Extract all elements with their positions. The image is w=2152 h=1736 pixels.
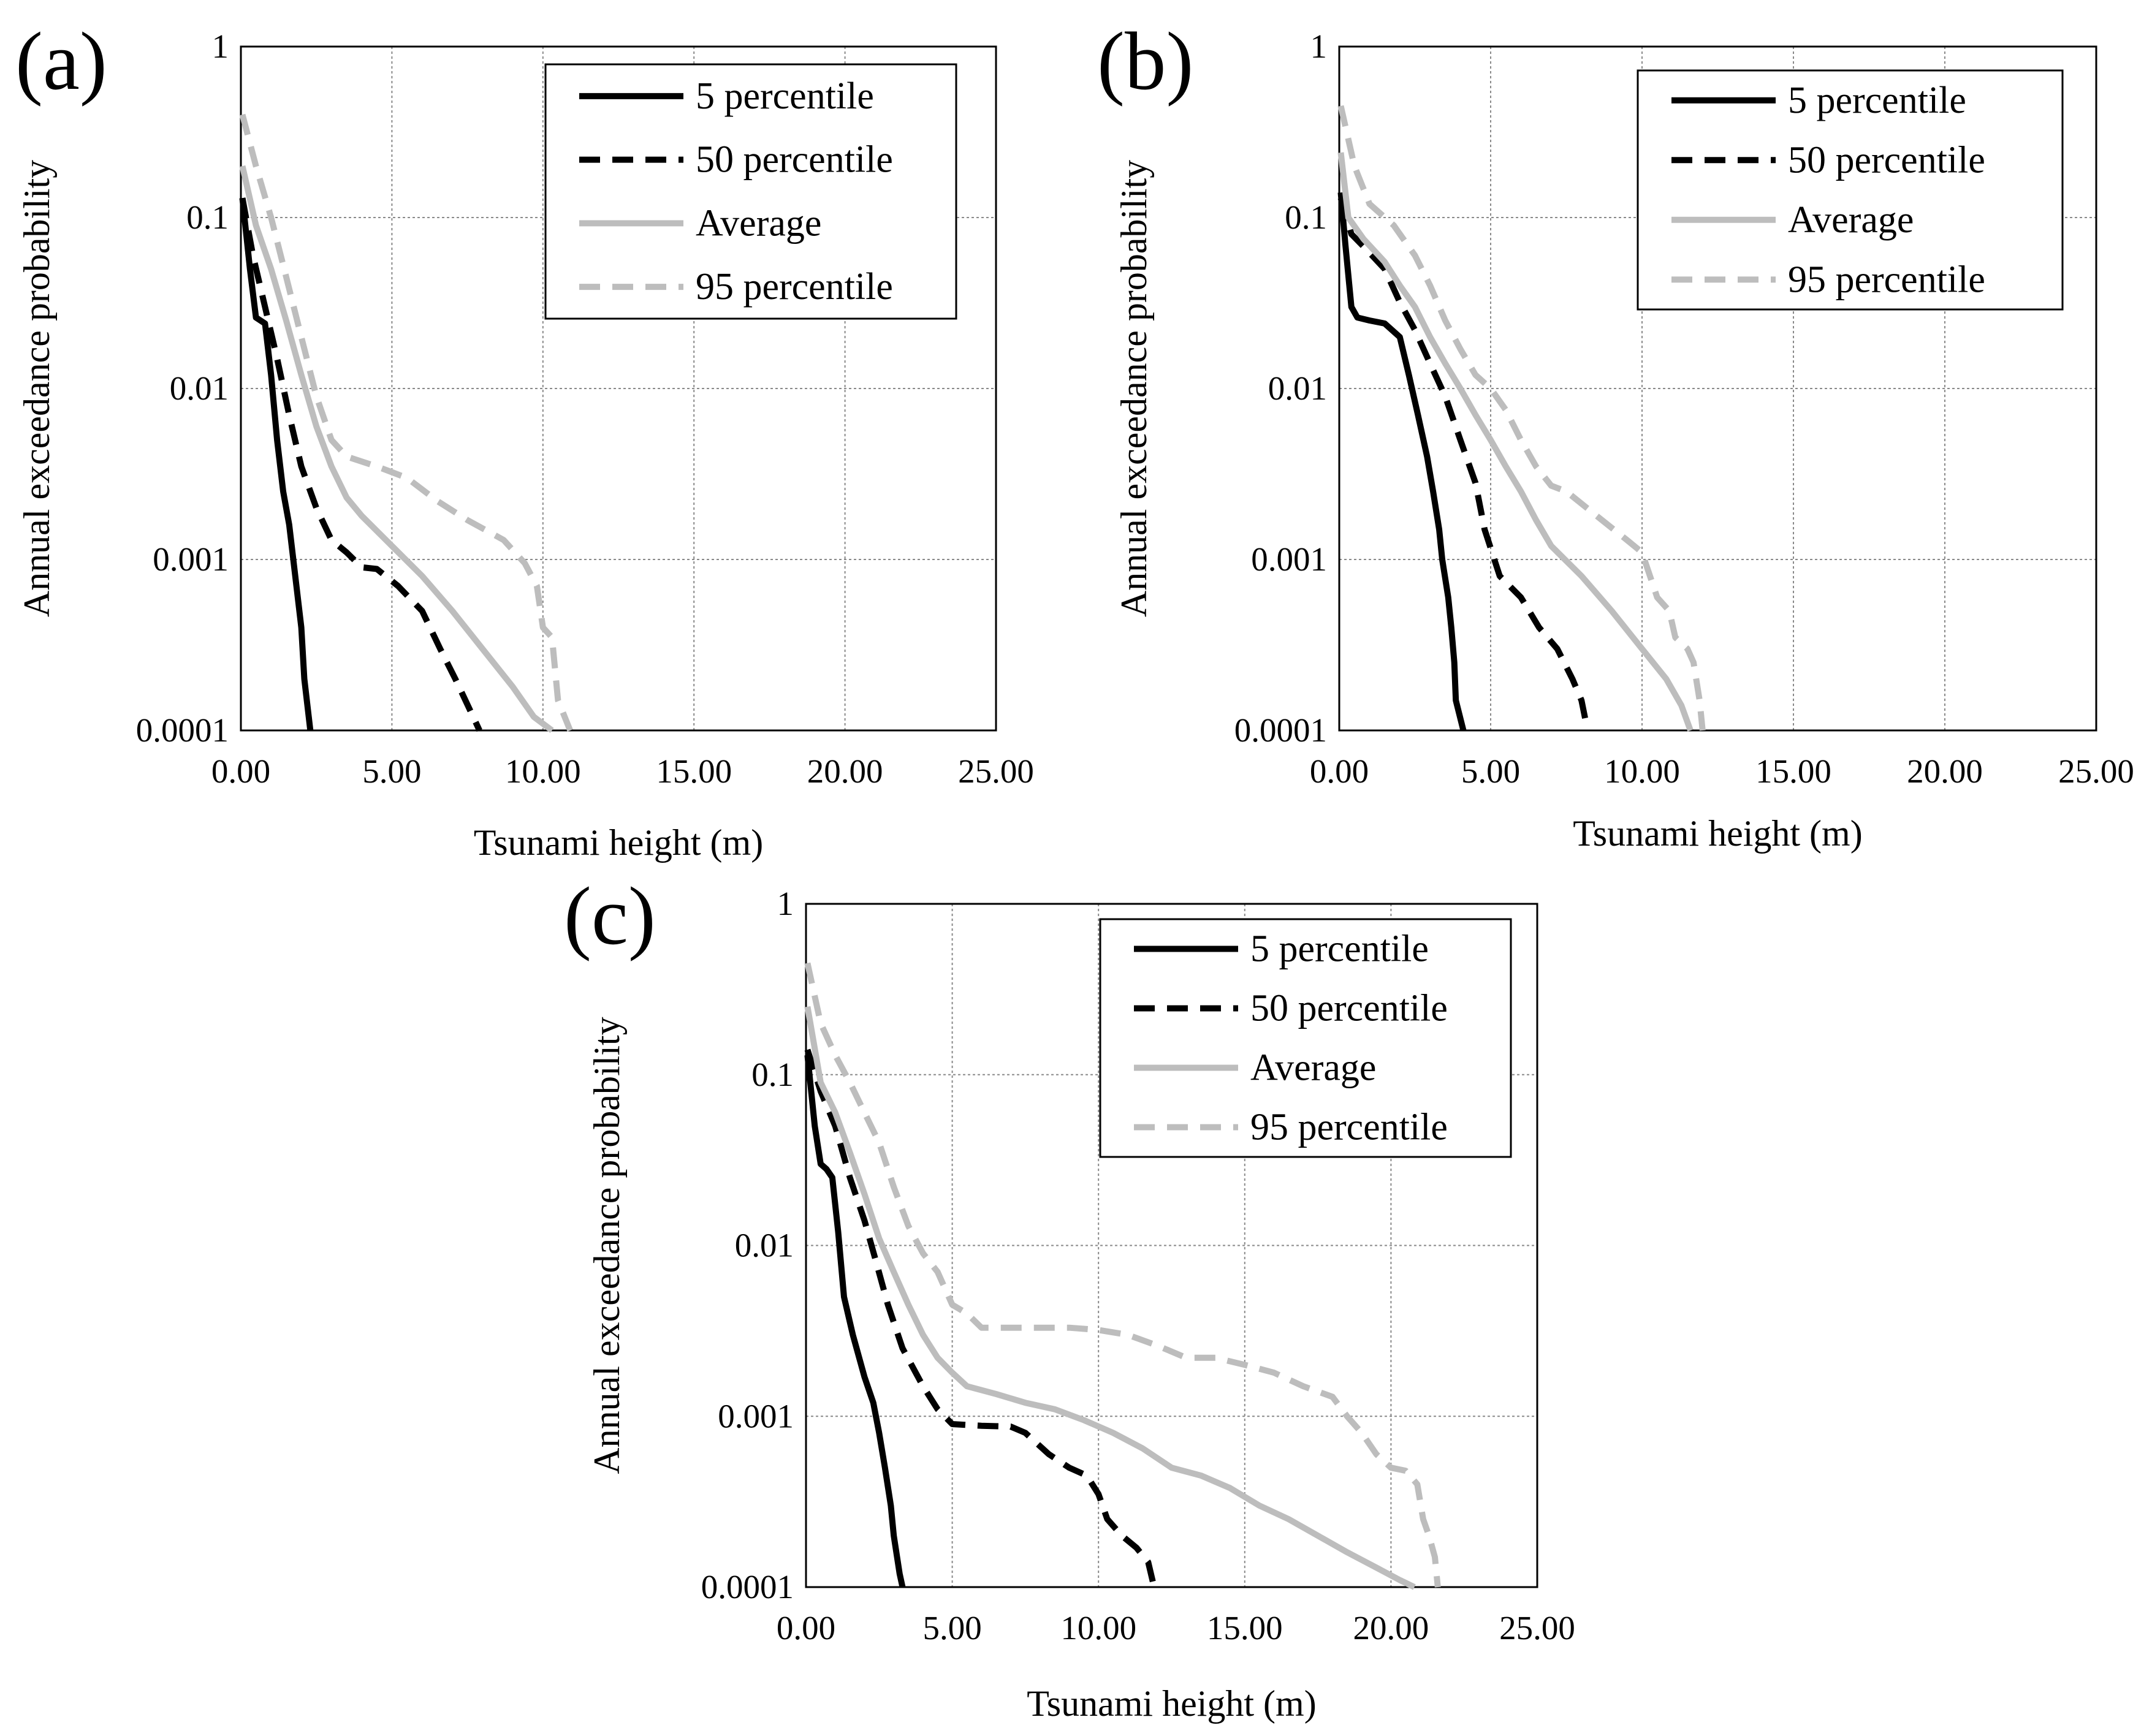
series-line-5-percentile (239, 197, 314, 731)
panel-label: (b) (1097, 16, 1193, 107)
y-tick-label: 0.01 (170, 370, 229, 407)
y-tick-label: 0.01 (1268, 370, 1327, 407)
plot-area-frame (240, 45, 997, 732)
y-tick-label: 0.0001 (1234, 711, 1327, 749)
y-tick-label: 0.01 (735, 1227, 794, 1264)
legend-label: 95 percentile (696, 266, 893, 308)
legend-label: Average (696, 202, 821, 244)
y-tick-label: 0.0001 (136, 711, 229, 749)
series-line-average (239, 165, 554, 733)
x-tick-label: 10.00 (1604, 752, 1680, 790)
plot-area-frame (805, 903, 1538, 1588)
x-tick-label: 5.00 (922, 1609, 981, 1647)
x-tick-label: 20.00 (1353, 1609, 1429, 1647)
legend-label: 50 percentile (696, 139, 893, 181)
y-axis-label: Annual exceedance probability (1114, 160, 1154, 617)
y-tick-label: 0.001 (153, 540, 229, 578)
legend-box (544, 63, 957, 320)
panel-c: 0.00 5.00 10.00 15.00 20.00 25.00 1 0.1 0.01 0.00… (564, 871, 1575, 1724)
y-tick-label: 0.1 (751, 1056, 794, 1093)
x-axis-label: Tsunami height (m) (1573, 813, 1862, 854)
x-tick-label: 5.00 (362, 752, 421, 790)
y-axis-label: Annual exceedance probability (587, 1017, 627, 1474)
panel-b: 0.00 5.00 10.00 15.00 20.00 25.00 1 0.1 0.01 0.00… (1097, 16, 2134, 854)
y-axis-label: Annual exceedance probability (17, 160, 57, 617)
legend-label: 95 percentile (1250, 1107, 1448, 1148)
x-tick-label: 15.00 (656, 752, 732, 790)
series-line-95-percentile (1337, 105, 1706, 731)
legend-label: 5 percentile (696, 75, 874, 117)
x-tick-label: 15.00 (1755, 752, 1831, 790)
x-axis-label: Tsunami height (m) (1027, 1683, 1316, 1724)
x-tick-label: 0.00 (211, 752, 270, 790)
series-line-average (1337, 152, 1694, 732)
x-axis-label: Tsunami height (m) (474, 822, 763, 863)
series-line-50-percentile (239, 197, 482, 732)
panel-a: 0.00 5.00 10.00 15.00 20.00 25.00 1 0.1 0.01 0.00… (15, 16, 1034, 863)
x-tick-label: 0.00 (777, 1609, 835, 1647)
legend-label: 5 percentile (1788, 80, 1966, 121)
series-line-average (804, 1006, 1416, 1590)
legend-label: 50 percentile (1788, 139, 1985, 181)
legend-box (1637, 69, 2064, 311)
series-line-50-percentile (1337, 197, 1591, 731)
x-tick-label: 20.00 (807, 752, 883, 790)
panel-label: (a) (15, 16, 107, 107)
y-tick-label: 0.1 (1285, 199, 1327, 236)
series-line-5-percentile (804, 1055, 906, 1588)
x-tick-label: 25.00 (1499, 1609, 1575, 1647)
series-line-95-percentile (239, 113, 573, 732)
y-tick-label: 0.001 (718, 1397, 794, 1435)
y-tick-label: 0.001 (1251, 540, 1327, 578)
y-tick-label: 1 (777, 885, 794, 922)
legend-label: Average (1788, 199, 1914, 241)
x-tick-label: 5.00 (1461, 752, 1520, 790)
y-tick-label: 0.1 (186, 199, 229, 236)
legend-label: 95 percentile (1788, 259, 1985, 300)
x-tick-label: 0.00 (1310, 752, 1369, 790)
x-tick-label: 25.00 (958, 752, 1034, 790)
legend-label: 50 percentile (1250, 988, 1448, 1029)
legend-label: 5 percentile (1250, 928, 1429, 970)
x-tick-label: 10.00 (505, 752, 581, 790)
panel-label: (c) (564, 871, 656, 962)
x-tick-label: 20.00 (1907, 752, 1983, 790)
series-line-50-percentile (804, 1048, 1157, 1588)
series-line-5-percentile (1337, 192, 1467, 732)
y-tick-label: 1 (212, 28, 229, 65)
series-line-95-percentile (804, 962, 1441, 1588)
y-tick-label: 1 (1310, 28, 1328, 65)
y-tick-label: 0.0001 (701, 1568, 794, 1605)
legend-label: Average (1250, 1047, 1376, 1089)
legend-box (1099, 918, 1512, 1158)
x-tick-label: 25.00 (2058, 752, 2134, 790)
x-tick-label: 10.00 (1060, 1609, 1136, 1647)
plot-area-frame (1338, 45, 2097, 732)
x-tick-label: 15.00 (1207, 1609, 1283, 1647)
